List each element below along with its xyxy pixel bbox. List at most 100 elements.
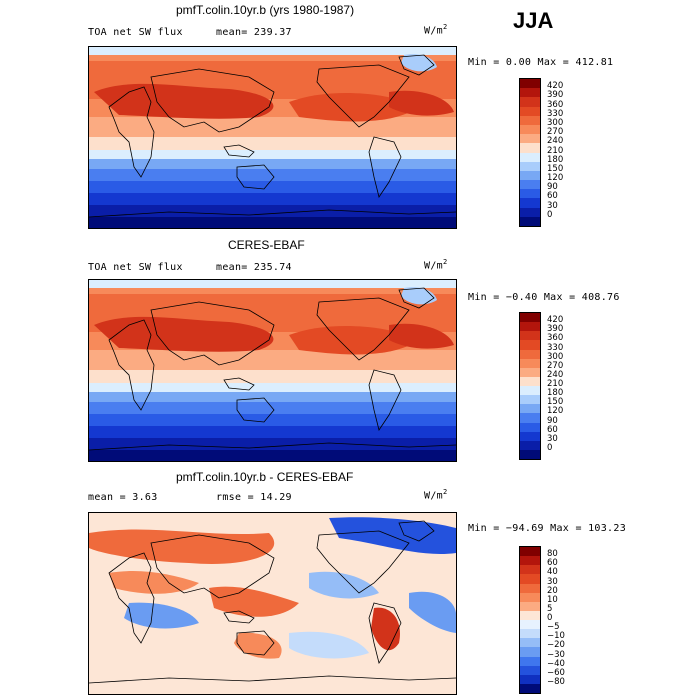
colorbar-swatch [520, 207, 540, 217]
colorbar-swatch [520, 367, 540, 377]
colorbar-tick-label: 0 [547, 613, 553, 623]
coastline [223, 144, 275, 190]
colorbar-tick-label: 5 [547, 603, 553, 614]
field-band [89, 205, 456, 217]
field-region [89, 529, 275, 564]
colorbar-swatch [520, 674, 540, 684]
panel-1-map [88, 46, 457, 229]
coastline [368, 369, 402, 431]
panel-2-minmax: Min = −0.40 Max = 408.76 [468, 292, 620, 303]
coastline [368, 136, 402, 198]
field-band [89, 159, 456, 169]
colorbar-tick-label: −20 [547, 640, 565, 651]
panel-1-minmax: Min = 0.00 Max = 412.81 [468, 57, 614, 68]
colorbar-tick-label: 90 [547, 182, 558, 193]
panel-3-map [88, 512, 457, 695]
colorbar-tick-label: 60 [547, 424, 558, 435]
colorbar-swatch [520, 322, 540, 332]
field-region [94, 316, 274, 352]
colorbar-swatch [520, 583, 540, 593]
coastline [108, 86, 155, 178]
colorbar-tick-label: 40 [547, 567, 558, 578]
field-band [89, 181, 456, 193]
colorbar-swatch [520, 620, 540, 630]
field-band [89, 217, 456, 228]
colorbar-swatch [520, 161, 540, 171]
colorbar-swatch [520, 440, 540, 450]
coastline [89, 442, 456, 451]
field-band [89, 392, 456, 402]
panel-3-rmse: rmse = 14.29 [216, 492, 292, 503]
colorbar-tick-label: 300 [547, 117, 564, 128]
colorbar-swatch [520, 97, 540, 107]
colorbar-tick-label: 240 [547, 369, 564, 380]
field-band [89, 117, 456, 137]
panel-3-map-svg [89, 513, 456, 694]
colorbar-tick-label: 390 [547, 90, 564, 101]
field-region [209, 586, 299, 617]
colorbar-tick-label: 180 [547, 388, 564, 399]
panel-3-title: pmfT.colin.10yr.b - CERES-EBAF [176, 470, 354, 484]
colorbar-tick-label: 420 [547, 81, 564, 92]
colorbar-tick-label: 150 [547, 397, 564, 408]
colorbar-swatch [520, 170, 540, 181]
field-band [89, 280, 456, 288]
field-region [289, 92, 419, 122]
colorbar-swatch [520, 152, 540, 162]
panel-3-units: W/m2 [424, 488, 448, 502]
coastline [150, 68, 275, 133]
field-band [89, 193, 456, 205]
colorbar-tick-label: −5 [547, 622, 560, 633]
colorbar-swatch [520, 601, 540, 611]
colorbar-swatch [520, 189, 540, 199]
field-region [94, 83, 274, 119]
colorbar-swatch [520, 638, 540, 648]
colorbar-tick-label: −10 [547, 631, 565, 642]
field-region [389, 323, 454, 349]
panel-1-variable: TOA net SW flux [88, 27, 183, 38]
field-band [89, 414, 456, 426]
colorbar-tick-label: 120 [547, 173, 564, 184]
colorbar-swatch [520, 376, 540, 386]
colorbar-tick-label: 30 [547, 200, 558, 211]
field-band [89, 137, 456, 150]
colorbar-tick-label: 80 [547, 549, 558, 560]
coastline [398, 287, 435, 309]
panel-2-colorbar [519, 312, 541, 460]
colorbar-tick-label: −40 [547, 658, 565, 669]
colorbar-tick-label: 0 [547, 209, 553, 220]
colorbar-swatch [520, 331, 540, 341]
panel-1-mean: mean= 239.37 [216, 27, 292, 38]
colorbar-swatch [520, 313, 540, 323]
field-band [89, 55, 456, 61]
colorbar-tick-label: 30 [547, 433, 558, 444]
field-band [89, 426, 456, 438]
colorbar-tick-label: 0 [547, 442, 553, 453]
colorbar-swatch [520, 610, 540, 620]
panel-1-title: pmfT.colin.10yr.b (yrs 1980-1987) [176, 3, 355, 17]
coastline [398, 520, 435, 542]
panel-2-map-svg [89, 280, 456, 461]
colorbar-swatch [520, 180, 540, 190]
colorbar-swatch [520, 547, 540, 557]
panel-1-colorbar [519, 78, 541, 227]
colorbar-tick-label: −60 [547, 667, 565, 678]
field-region [289, 325, 419, 355]
field-band [89, 288, 456, 294]
colorbar-swatch [520, 683, 540, 693]
colorbar-tick-label: 300 [547, 351, 564, 362]
colorbar-tick-label: 330 [547, 342, 564, 353]
colorbar-swatch [520, 349, 540, 359]
colorbar-swatch [520, 449, 540, 459]
colorbar-tick-label: 60 [547, 191, 558, 202]
colorbar-swatch [520, 88, 540, 98]
coastline [316, 297, 410, 361]
coastline [223, 610, 275, 656]
colorbar-tick-label: 90 [547, 415, 558, 426]
colorbar-tick-label: 330 [547, 108, 564, 119]
colorbar-swatch [520, 79, 540, 89]
field-band [89, 150, 456, 159]
colorbar-tick-label: 360 [547, 333, 564, 344]
field-region [234, 632, 282, 659]
colorbar-tick-label: 120 [547, 406, 564, 417]
